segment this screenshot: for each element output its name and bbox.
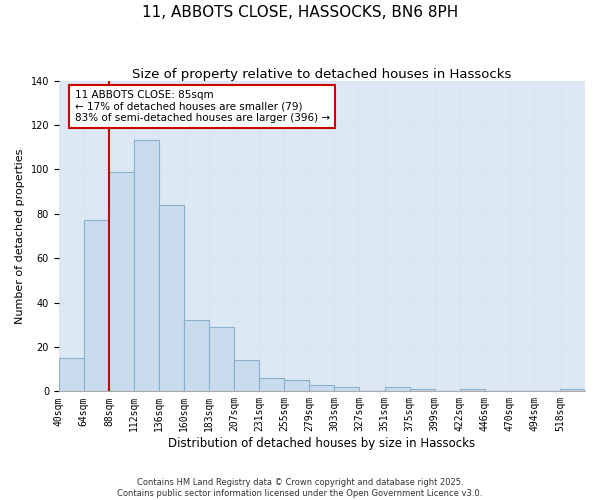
Bar (234, 360, 259, 392)
Bar (560, 389, 585, 392)
Bar (184, 320, 209, 392)
Y-axis label: Number of detached properties: Number of detached properties (15, 148, 25, 324)
Bar (310, 384, 334, 392)
Bar (209, 327, 234, 392)
X-axis label: Distribution of detached houses by size in Hassocks: Distribution of detached houses by size … (169, 437, 475, 450)
Bar (259, 378, 284, 392)
Bar (410, 389, 434, 392)
Text: Contains HM Land Registry data © Crown copyright and database right 2025.
Contai: Contains HM Land Registry data © Crown c… (118, 478, 482, 498)
Title: Size of property relative to detached houses in Hassocks: Size of property relative to detached ho… (132, 68, 512, 80)
Bar (109, 172, 134, 392)
Bar (460, 389, 485, 392)
Bar (334, 387, 359, 392)
Bar (59, 358, 84, 392)
Bar (159, 205, 184, 392)
Bar (284, 380, 310, 392)
Bar (134, 140, 159, 392)
Bar (84, 220, 109, 392)
Text: 11, ABBOTS CLOSE, HASSOCKS, BN6 8PH: 11, ABBOTS CLOSE, HASSOCKS, BN6 8PH (142, 5, 458, 20)
Bar (385, 387, 410, 392)
Text: 11 ABBOTS CLOSE: 85sqm
← 17% of detached houses are smaller (79)
83% of semi-det: 11 ABBOTS CLOSE: 85sqm ← 17% of detached… (74, 90, 329, 123)
